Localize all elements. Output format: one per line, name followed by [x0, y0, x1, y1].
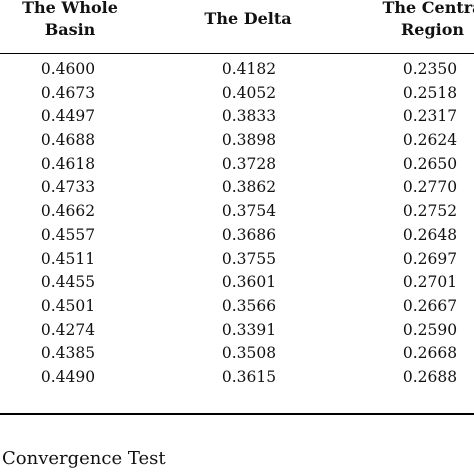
- cell-delta: 0.4052: [221, 83, 277, 102]
- table-row: 0.4501 0.3566 0.2667: [0, 295, 474, 319]
- cell-central-region: 0.2752: [402, 202, 458, 221]
- cell-whole-basin: 0.4501: [40, 296, 96, 315]
- table-row: 0.4688 0.3898 0.2624: [0, 129, 474, 153]
- table-body: 0.4600 0.4182 0.2350 0.4673 0.4052 0.2518 0.44…: [0, 58, 474, 390]
- cell-central-region: 0.2350: [402, 60, 458, 78]
- cell-delta: 0.3508: [221, 344, 277, 363]
- cell-central-region: 0.2770: [402, 178, 458, 197]
- table-row: 0.4600 0.4182 0.2350: [0, 58, 474, 82]
- cell-whole-basin: 0.4600: [40, 60, 96, 78]
- cell-whole-basin: 0.4557: [40, 225, 96, 244]
- header-whole-basin: The Whole Basin: [0, 0, 140, 41]
- cell-central-region: 0.2667: [402, 296, 458, 315]
- cell-whole-basin: 0.4673: [40, 83, 96, 102]
- cell-whole-basin: 0.4497: [40, 107, 96, 126]
- cell-whole-basin: 0.4511: [40, 249, 96, 268]
- table-row: 0.4490 0.3615 0.2688: [0, 366, 474, 390]
- header-delta: The Delta: [178, 8, 318, 30]
- cell-delta: 0.3728: [221, 154, 277, 173]
- cell-central-region: 0.2668: [402, 344, 458, 363]
- table-row: 0.4511 0.3755 0.2697: [0, 248, 474, 272]
- table-row: 0.4557 0.3686 0.2648: [0, 224, 474, 248]
- table-row: 0.4733 0.3862 0.2770: [0, 176, 474, 200]
- cell-whole-basin: 0.4455: [40, 273, 96, 292]
- cell-whole-basin: 0.4274: [40, 320, 96, 339]
- header-whole-basin-line2: Basin: [44, 20, 96, 39]
- cell-delta: 0.3566: [221, 296, 277, 315]
- cell-central-region: 0.2648: [402, 225, 458, 244]
- cell-delta: 0.3601: [221, 273, 277, 292]
- table-row: 0.4274 0.3391 0.2590: [0, 319, 474, 343]
- cell-central-region: 0.2688: [402, 367, 458, 386]
- cell-central-region: 0.2697: [402, 249, 458, 268]
- header-whole-basin-line1: The Whole: [22, 0, 118, 17]
- cell-delta: 0.3833: [221, 107, 277, 126]
- header-central-region-line1: The Centra: [382, 0, 474, 17]
- cell-delta: 0.4182: [221, 60, 277, 78]
- cell-delta: 0.3754: [221, 202, 277, 221]
- table-row: 0.4385 0.3508 0.2668: [0, 342, 474, 366]
- table-row: 0.4618 0.3728 0.2650: [0, 153, 474, 177]
- header-delta-line1: The Delta: [204, 9, 292, 28]
- cell-delta: 0.3755: [221, 249, 277, 268]
- cell-central-region: 0.2518: [402, 83, 458, 102]
- table-bottom-rule: [0, 413, 474, 415]
- cell-delta: 0.3686: [221, 225, 277, 244]
- cell-central-region: 0.2650: [402, 154, 458, 173]
- header-divider: [0, 53, 474, 54]
- cell-delta: 0.3898: [221, 131, 277, 150]
- cell-delta: 0.3862: [221, 178, 277, 197]
- header-central-region-line2: Region: [400, 20, 465, 39]
- cell-whole-basin: 0.4688: [40, 131, 96, 150]
- cell-whole-basin: 0.4618: [40, 154, 96, 173]
- caption: Convergence Test: [2, 448, 166, 469]
- cell-whole-basin: 0.4385: [40, 344, 96, 363]
- cell-whole-basin: 0.4733: [40, 178, 96, 197]
- cell-whole-basin: 0.4490: [40, 367, 96, 386]
- cell-delta: 0.3615: [221, 367, 277, 386]
- cell-central-region: 0.2317: [402, 107, 458, 126]
- cell-whole-basin: 0.4662: [40, 202, 96, 221]
- cell-central-region: 0.2624: [402, 131, 458, 150]
- cell-central-region: 0.2701: [402, 273, 458, 292]
- table-row: 0.4673 0.4052 0.2518: [0, 82, 474, 106]
- cell-delta: 0.3391: [221, 320, 277, 339]
- table-row: 0.4497 0.3833 0.2317: [0, 105, 474, 129]
- table-row: 0.4455 0.3601 0.2701: [0, 271, 474, 295]
- table-row: 0.4662 0.3754 0.2752: [0, 200, 474, 224]
- header-central-region: The Centra Region: [365, 0, 474, 41]
- cell-central-region: 0.2590: [402, 320, 458, 339]
